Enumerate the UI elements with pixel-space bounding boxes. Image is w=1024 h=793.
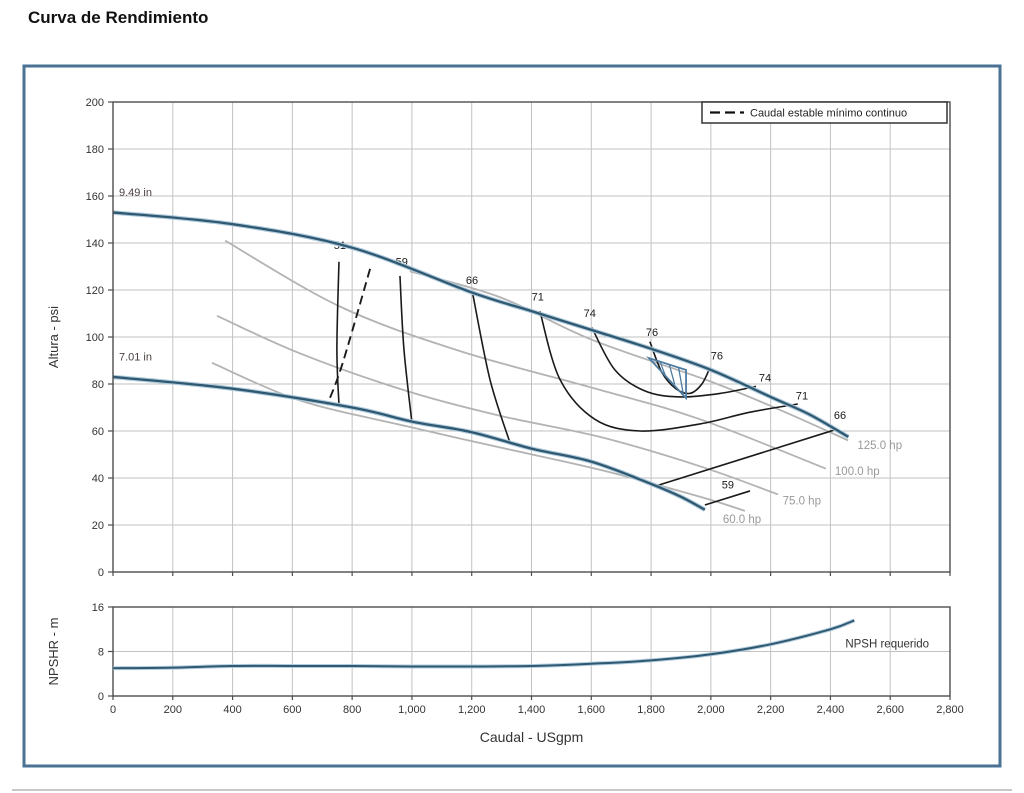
gridlines bbox=[113, 102, 950, 696]
efficiency-label: 76 bbox=[711, 350, 723, 362]
x-tick-label: 1,000 bbox=[398, 704, 426, 716]
legend-box bbox=[701, 101, 948, 124]
power-line bbox=[224, 239, 827, 470]
impeller-curve-label: 9.49 in bbox=[119, 187, 152, 199]
x-tick-label: 600 bbox=[283, 704, 301, 716]
x-tick-label: 2,600 bbox=[876, 704, 904, 716]
impeller-curve bbox=[112, 375, 706, 511]
x-tick-label: 2,400 bbox=[817, 704, 845, 716]
power-line-label: 125.0 hp bbox=[857, 440, 902, 452]
npsh-y-tick-label: 0 bbox=[98, 691, 104, 703]
efficiency-contour bbox=[539, 310, 798, 432]
legend: Caudal estable mínimo continuo bbox=[701, 101, 948, 124]
efficiency-contour bbox=[591, 327, 757, 398]
impeller-curves: 9.49 in 7.01 in bbox=[112, 187, 850, 512]
main-y-tick-label: 200 bbox=[86, 97, 104, 109]
legend-label: Caudal estable mínimo continuo bbox=[750, 108, 907, 120]
main-y-tick-label: 160 bbox=[86, 191, 104, 203]
efficiency-contour bbox=[336, 261, 340, 406]
x-tick-label: 800 bbox=[343, 704, 361, 716]
x-tick-label: 400 bbox=[223, 704, 241, 716]
efficiency-label: 59 bbox=[722, 480, 734, 492]
npsh-curve-group: NPSH requerido bbox=[112, 618, 929, 671]
main-y-axis-title: Altura - psi bbox=[46, 306, 61, 368]
duty-point-marker bbox=[645, 356, 687, 401]
npsh-y-axis-title: NPSHR - m bbox=[46, 618, 61, 686]
x-tick-label: 200 bbox=[164, 704, 182, 716]
efficiency-label: 74 bbox=[759, 373, 771, 385]
efficiency-label: 71 bbox=[796, 390, 808, 402]
main-y-tick-label: 140 bbox=[86, 238, 104, 250]
x-tick-label: 2,800 bbox=[936, 704, 964, 716]
x-tick-label: 2,000 bbox=[697, 704, 725, 716]
power-line-label: 60.0 hp bbox=[723, 514, 761, 526]
x-tick-label: 1,600 bbox=[578, 704, 606, 716]
impeller-curve bbox=[112, 211, 849, 438]
efficiency-label: 66 bbox=[834, 410, 846, 422]
main-y-tick-label: 60 bbox=[92, 426, 104, 438]
efficiency-contour bbox=[654, 429, 836, 487]
main-y-tick-label: 180 bbox=[86, 144, 104, 156]
x-tick-label: 1,200 bbox=[458, 704, 486, 716]
x-axis-title: Caudal - USgpm bbox=[480, 729, 584, 745]
npsh-y-tick-label: 16 bbox=[92, 602, 104, 614]
main-y-tick-label: 100 bbox=[86, 332, 104, 344]
main-y-tick-label: 80 bbox=[92, 379, 104, 391]
page-title: Curva de Rendimiento bbox=[28, 8, 209, 27]
efficiency-label: 76 bbox=[646, 327, 658, 339]
x-tick-label: 1,800 bbox=[637, 704, 665, 716]
efficiency-contour bbox=[399, 275, 413, 423]
efficiency-contour bbox=[704, 490, 751, 506]
npsh-y-tick-label: 8 bbox=[98, 647, 104, 659]
power-line-label: 75.0 hp bbox=[783, 495, 821, 507]
main-y-tick-label: 0 bbox=[98, 567, 104, 579]
x-tick-label: 2,200 bbox=[757, 704, 785, 716]
efficiency-contour bbox=[472, 294, 511, 444]
min-stable-flow-line bbox=[326, 268, 371, 406]
efficiency-label: 74 bbox=[584, 308, 596, 320]
x-tick-label: 0 bbox=[110, 704, 116, 716]
npsh-curve bbox=[112, 619, 855, 670]
main-y-tick-label: 40 bbox=[92, 473, 104, 485]
efficiency-label: 66 bbox=[466, 275, 478, 287]
efficiency-label: 71 bbox=[532, 292, 544, 304]
power-line bbox=[409, 270, 849, 442]
main-y-tick-label: 20 bbox=[92, 520, 104, 532]
impeller-curve-label: 7.01 in bbox=[119, 352, 152, 364]
main-y-tick-label: 120 bbox=[86, 285, 104, 297]
chart-outer-frame bbox=[22, 64, 1002, 768]
power-line bbox=[216, 315, 779, 496]
x-tick-label: 1,400 bbox=[518, 704, 546, 716]
npsh-curve-label: NPSH requerido bbox=[845, 639, 929, 651]
power-line-label: 100.0 hp bbox=[835, 466, 880, 478]
